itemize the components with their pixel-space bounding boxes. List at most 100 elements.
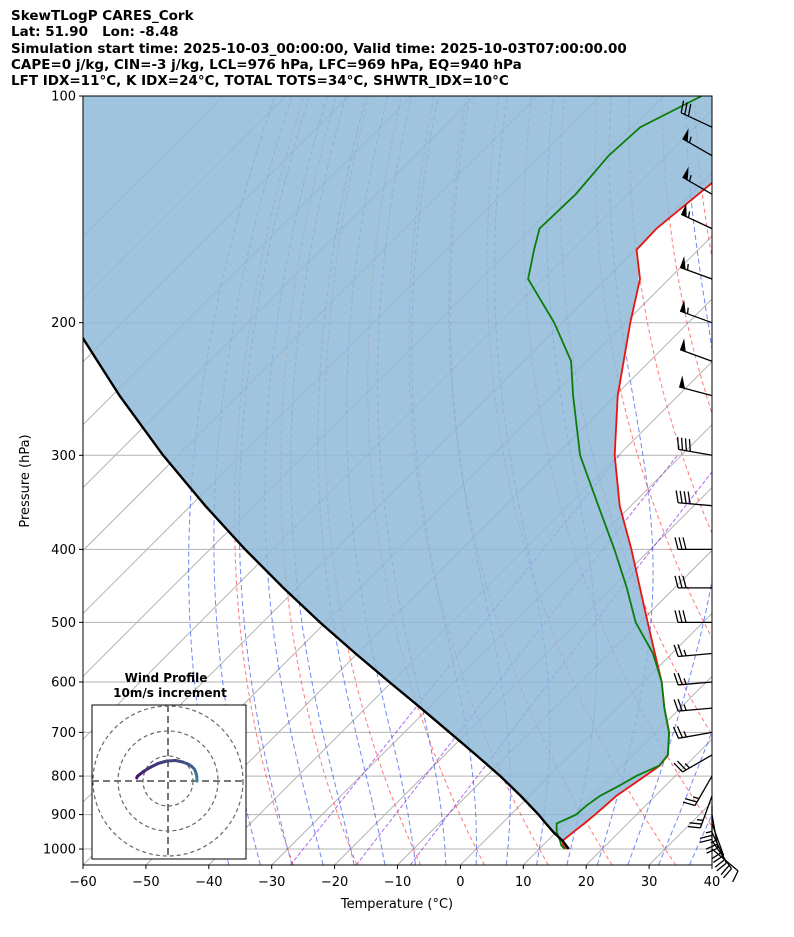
y-tick-label: 800: [51, 770, 76, 785]
x-axis-label: Temperature (°C): [340, 897, 453, 912]
y-tick-label: 200: [51, 316, 76, 331]
wind-barb: [678, 375, 713, 397]
wind-barb-full: [722, 868, 732, 879]
wind-barb: [688, 795, 713, 829]
wind-barb-flag: [680, 299, 686, 314]
moist-adiabat: [238, 96, 310, 865]
x-tick-label: 40: [704, 875, 721, 890]
wind-barb-full: [699, 838, 713, 844]
wind-barb-full: [673, 699, 679, 712]
y-tick-label: 700: [51, 726, 76, 741]
y-tick-label: 500: [51, 616, 76, 631]
wind-barb-full: [674, 610, 679, 623]
wind-barb-full: [687, 103, 692, 117]
wind-barb-staff: [678, 502, 713, 507]
wind-barb-full: [675, 490, 679, 503]
hodograph-title: Wind Profile: [125, 671, 208, 685]
y-tick-label: 1000: [43, 843, 76, 858]
stability-line-1: CAPE=0 j/kg, CIN=-3 j/kg, LCL=976 hPa, L…: [11, 56, 522, 73]
wind-barb-full: [676, 437, 680, 450]
wind-barb-full: [720, 864, 730, 876]
wind-barb: [672, 726, 713, 739]
wind-barb: [705, 814, 719, 854]
dry-adiabat: [628, 96, 712, 535]
dry-adiabat: [760, 96, 794, 865]
wind-barb-staff: [678, 386, 713, 397]
wind-barb-staff: [682, 176, 713, 195]
wind-barb: [679, 299, 713, 324]
y-tick-label: 600: [51, 675, 76, 690]
wind-barb-full: [677, 672, 683, 685]
wind-barb-half: [696, 819, 704, 821]
wind-barb-half: [692, 796, 700, 800]
wind-barb-flag: [682, 128, 689, 142]
wind-barb-full: [684, 798, 698, 803]
x-tick-label: −10: [384, 875, 411, 890]
x-tick-label: 30: [641, 875, 658, 890]
dewpoint-profile: [527, 96, 703, 850]
isotherm-line: [711, 864, 712, 865]
wind-barb: [676, 437, 713, 456]
x-tick-label: 20: [578, 875, 595, 890]
moist-adiabat: [688, 813, 712, 865]
wind-barb-staff: [678, 731, 713, 739]
profile-lines: [83, 96, 712, 850]
hodograph-segment: [156, 759, 169, 765]
wind-barb-flag: [682, 166, 689, 181]
hodograph-subtitle: 10m/s increment: [113, 686, 227, 700]
x-tick-label: −50: [132, 875, 159, 890]
wind-barb-full: [689, 822, 702, 825]
wind-barb-flag: [680, 338, 686, 352]
wind-barb-full: [678, 610, 683, 623]
wind-barb-half: [705, 830, 713, 834]
wind-barb-full: [682, 610, 687, 623]
wind-barb-flag: [680, 256, 686, 270]
wind-barb-full: [680, 437, 684, 451]
wind-barb: [699, 805, 713, 844]
stability-line-2: LFT IDX=11°C, K IDX=24°C, TOTAL TOTS=34°…: [11, 73, 509, 90]
wind-barb-staff: [680, 112, 713, 128]
wind-barb-staff: [711, 814, 719, 849]
moist-adiabat: [264, 96, 328, 865]
wind-barb: [673, 754, 713, 773]
hodograph-segment: [135, 775, 139, 780]
wind-barb-staff: [699, 795, 713, 829]
wind-barb: [680, 100, 713, 128]
wind-barb-full: [711, 851, 723, 860]
wind-barb-half: [688, 175, 692, 182]
wind-barb-full: [687, 491, 691, 504]
wind-barb-full: [676, 760, 687, 771]
moist-adiabat: [627, 96, 712, 865]
wind-barb: [673, 644, 713, 658]
wind-barb-full: [684, 438, 688, 451]
x-tick-label: 0: [456, 875, 464, 890]
cin-shaded-area: [83, 96, 712, 849]
moist-adiabat: [720, 79, 794, 865]
wind-barb-flag: [681, 203, 687, 217]
wind-barb: [679, 338, 713, 362]
wind-barb-half: [686, 263, 689, 271]
axes: −60 −50 −40 −30 −20 −10 0 10 20 30 40 1000 900 800 700…: [43, 90, 720, 891]
wind-barb-full: [678, 575, 683, 589]
y-tick-label: 900: [51, 808, 76, 823]
moist-adiabat: [752, 79, 794, 865]
wind-barb-full: [680, 100, 685, 113]
y-tick-label: 400: [51, 543, 76, 558]
wind-barb: [674, 610, 712, 624]
wind-barb-full: [713, 854, 724, 863]
x-tick-label: −40: [195, 875, 222, 890]
wind-barb-half: [687, 211, 691, 218]
wind-barb: [673, 672, 713, 686]
wind-barb: [680, 203, 713, 230]
moist-adiabat: [346, 96, 416, 865]
wind-barb-staff: [694, 775, 713, 806]
wind-barb-full: [672, 726, 680, 739]
wind-barb-half: [684, 763, 690, 769]
parcel-profile: [83, 336, 570, 850]
wind-barb-staff: [678, 652, 713, 658]
moist-adiabat: [411, 96, 477, 865]
wind-barb-half: [686, 307, 689, 314]
x-tick-label: 10: [515, 875, 532, 890]
time-line: Simulation start time: 2025-10-03_00:00:…: [11, 40, 627, 57]
